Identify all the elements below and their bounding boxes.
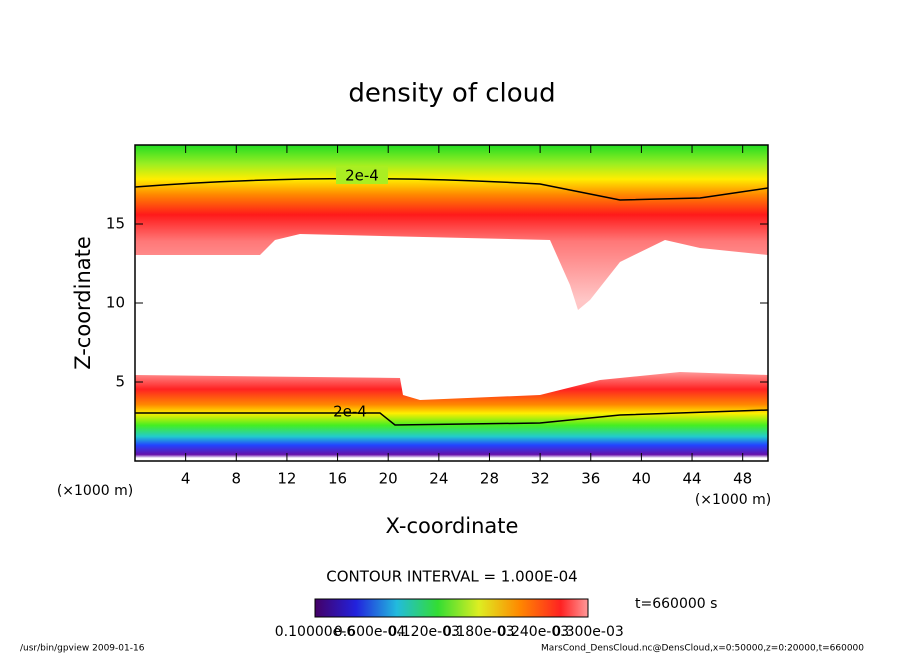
chart-title: density of cloud — [348, 79, 555, 109]
x-tick-label: 8 — [232, 470, 242, 488]
x-tick-label: 24 — [429, 470, 448, 488]
y-tick-label: 10 — [106, 294, 125, 312]
colorbar-label: 0.300e-03 — [552, 624, 624, 640]
x-tick-label: 44 — [682, 470, 701, 488]
footer-left: /usr/bin/gpview 2009-01-16 — [20, 644, 145, 654]
x-tick-label: 16 — [328, 470, 347, 488]
colorbar-label: 0.10000e-6 — [275, 624, 356, 640]
contour-label-bg — [336, 166, 388, 184]
x-tick-label: 4 — [181, 470, 191, 488]
x-unit-label: (×1000 m) — [695, 492, 771, 508]
contour-label: 2e-4 — [333, 403, 367, 421]
y-unit-label: (×1000 m) — [57, 483, 133, 499]
x-axis-label: X-coordinate — [386, 514, 519, 538]
y-axis-label: Z-coordinate — [71, 236, 95, 370]
x-tick-label: 12 — [277, 470, 296, 488]
x-tick-label: 36 — [581, 470, 600, 488]
contour-label: 2e-4 — [345, 167, 379, 185]
x-tick-label: 28 — [480, 470, 499, 488]
x-tick-label: 20 — [379, 470, 398, 488]
y-tick-label: 15 — [106, 215, 125, 233]
plot-fill — [134, 145, 769, 461]
time-label: t=660000 s — [635, 596, 717, 612]
x-tick-label: 32 — [531, 470, 550, 488]
colorbar-label: 0.600e-04 — [334, 624, 406, 640]
y-tick-label: 5 — [115, 373, 125, 391]
colorbar-label: 0.180e-03 — [443, 624, 515, 640]
colorbar — [314, 598, 589, 618]
colorbar-label: 0.120e-03 — [388, 624, 460, 640]
colorbar-label: 0.240e-03 — [498, 624, 570, 640]
x-tick-label: 48 — [733, 470, 752, 488]
contour-interval: CONTOUR INTERVAL = 1.000E-04 — [326, 568, 577, 586]
x-tick-label: 40 — [632, 470, 651, 488]
footer-right: MarsCond_DensCloud.nc@DensCloud,x=0:5000… — [541, 644, 864, 654]
